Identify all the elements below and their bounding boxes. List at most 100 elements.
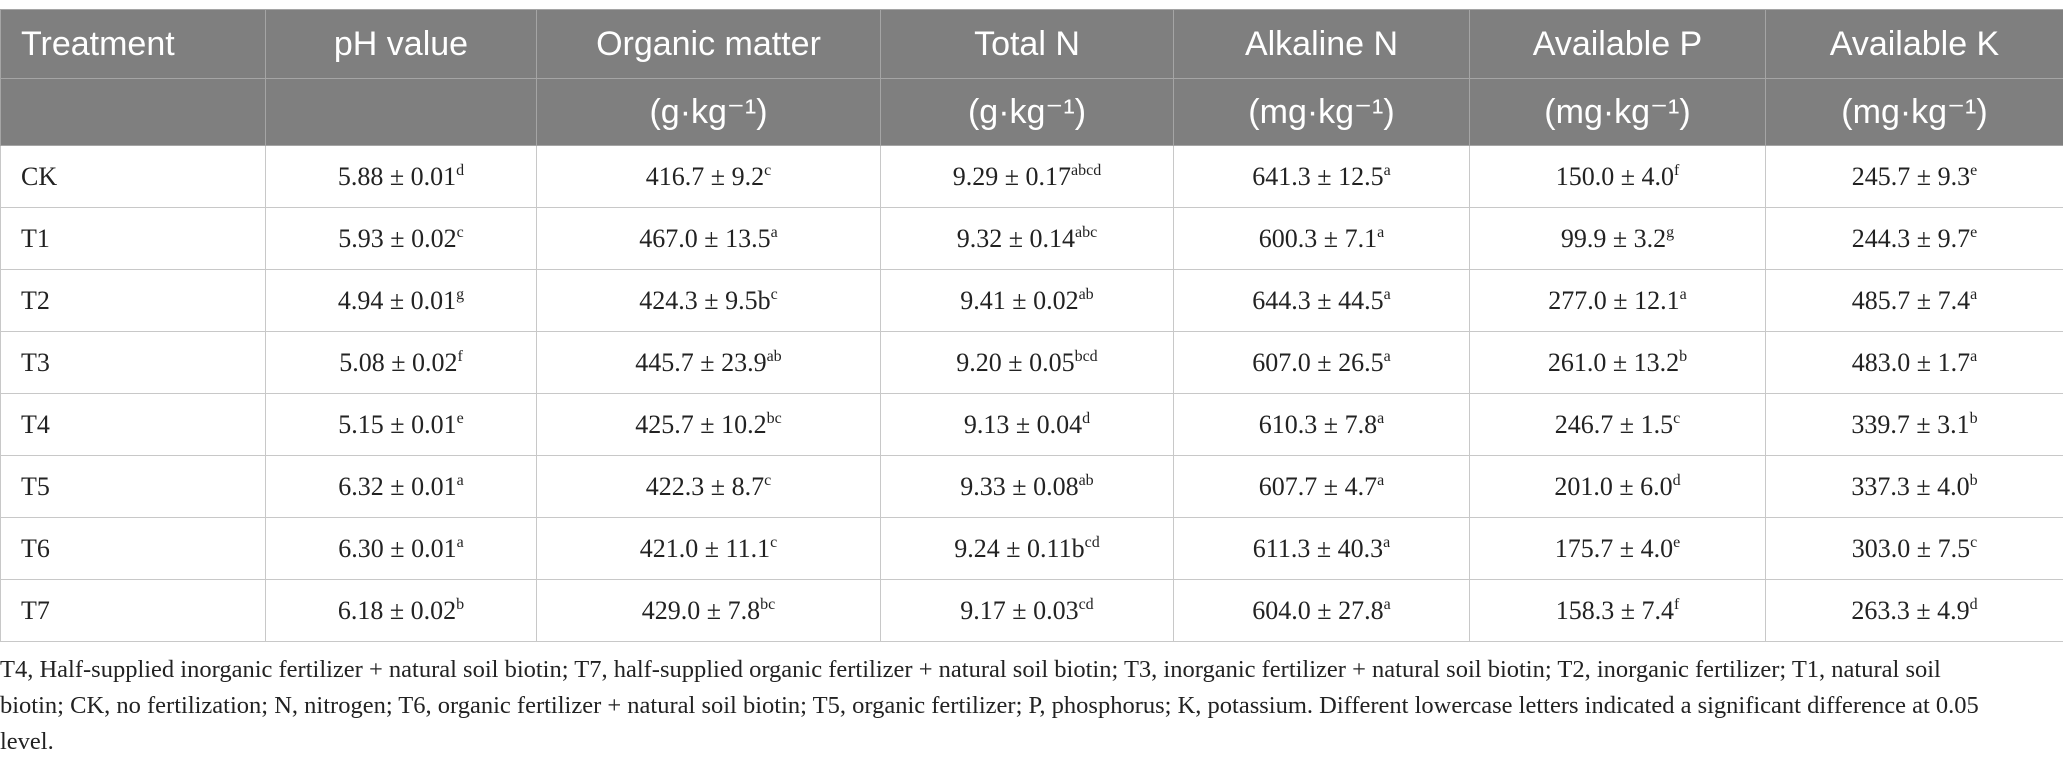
value-text: 416.7 ± 9.2 [645, 161, 765, 191]
significance-letter: a [1679, 285, 1687, 303]
value-text: 5.15 ± 0.01 [338, 409, 457, 439]
value-cell: 6.18 ± 0.02b [265, 579, 537, 642]
value-cell: 339.7 ± 3.1b [1765, 393, 2063, 456]
value-text: 445.7 ± 23.9 [635, 347, 767, 377]
significance-letter: abcd [1071, 161, 1102, 179]
value-cell: 445.7 ± 23.9ab [536, 331, 881, 394]
value-text: 604.0 ± 27.8 [1252, 595, 1384, 625]
significance-letter: e [456, 409, 464, 427]
value-text: 429.0 ± 7.8 [641, 595, 761, 625]
value-cell: 421.0 ± 11.1c [536, 517, 881, 580]
value-text: 261.0 ± 13.2 [1547, 347, 1680, 377]
significance-letter: a [1383, 347, 1391, 365]
value-text: 6.30 ± 0.01 [338, 533, 457, 563]
value-text: 277.0 ± 12.1 [1548, 285, 1680, 315]
significance-letter: a [1383, 533, 1391, 551]
value-text: 245.7 ± 9.3 [1851, 161, 1971, 191]
treatment-cell: T3 [0, 331, 266, 394]
value-cell: 245.7 ± 9.3e [1765, 145, 2063, 208]
significance-letter: a [1377, 471, 1385, 489]
significance-letter: abc [1075, 223, 1098, 241]
value-text: 467.0 ± 13.5 [639, 223, 771, 253]
value-cell: 5.15 ± 0.01e [265, 393, 537, 456]
treatment-cell: CK [0, 145, 266, 208]
value-text: 246.7 ± 1.5 [1554, 409, 1674, 439]
value-cell: 611.3 ± 40.3a [1173, 517, 1470, 580]
value-text: 303.0 ± 7.5 [1851, 533, 1971, 563]
value-cell: 6.32 ± 0.01a [265, 455, 537, 518]
value-cell: 424.3 ± 9.5bc [536, 269, 881, 332]
value-text: 611.3 ± 40.3 [1252, 533, 1384, 563]
significance-letter: cd [1084, 533, 1100, 551]
significance-letter: d [456, 161, 465, 179]
significance-letter: c [764, 471, 772, 489]
value-cell: 607.0 ± 26.5a [1173, 331, 1470, 394]
value-text: 339.7 ± 3.1 [1851, 409, 1970, 439]
header-cell: pH value [265, 9, 537, 79]
value-text: 485.7 ± 7.4 [1851, 285, 1971, 315]
significance-letter: a [1970, 285, 1978, 303]
value-text: 9.32 ± 0.14 [956, 223, 1076, 253]
table-body: CK 5.88 ± 0.01d 416.7 ± 9.2 c 9.29 ± 0.17abc… [0, 145, 2063, 642]
value-cell: 5.08 ± 0.02f [265, 331, 537, 394]
table-header: Treatment pH value Organic matter Total N Al… [0, 9, 2063, 146]
value-text: 9.20 ± 0.05 [956, 347, 1075, 377]
significance-letter: e [1970, 223, 1978, 241]
significance-letter: a [456, 533, 464, 551]
value-cell: 201.0 ± 6.0d [1469, 455, 1766, 518]
value-cell: 9.20 ± 0.05bcd [880, 331, 1174, 394]
value-text: 150.0 ± 4.0 [1555, 161, 1674, 191]
value-cell: 425.7 ± 10.2bc [536, 393, 881, 456]
significance-letter: d [1082, 409, 1091, 427]
significance-letter: bc [766, 409, 782, 427]
significance-letter: f [1673, 161, 1680, 179]
value-text: 158.3 ± 7.4 [1555, 595, 1674, 625]
significance-letter: bcd [1074, 347, 1098, 365]
value-text: 9.41 ± 0.02 [960, 285, 1079, 315]
treatment-cell: T1 [0, 207, 266, 270]
significance-letter: g [456, 285, 465, 303]
value-text: 9.33 ± 0.08 [960, 471, 1079, 501]
value-text: 6.32 ± 0.01 [338, 471, 457, 501]
significance-letter: ab [1078, 471, 1094, 489]
significance-letter: a [1383, 285, 1391, 303]
table-row: T3 5.08 ± 0.02f 445.7 ± 23.9ab 9.20 ± 0.05b… [0, 331, 2063, 394]
value-text: 9.13 ± 0.04 [963, 409, 1083, 439]
value-text: 4.94 ± 0.01 [337, 285, 457, 315]
value-cell: 607.7 ± 4.7a [1173, 455, 1470, 518]
significance-letter: b [456, 595, 465, 613]
value-cell: 5.88 ± 0.01d [265, 145, 537, 208]
significance-letter: b [1969, 409, 1978, 427]
treatment-cell: T6 [0, 517, 266, 580]
value-text: 644.3 ± 44.5 [1252, 285, 1384, 315]
value-cell: 641.3 ± 12.5a [1173, 145, 1470, 208]
treatment-cell: T2 [0, 269, 266, 332]
value-cell: 644.3 ± 44.5a [1173, 269, 1470, 332]
significance-letter: d [1969, 595, 1978, 613]
table-row: T5 6.32 ± 0.01a 422.3 ± 8.7c 9.33 ± 0.08ab 6… [0, 455, 2063, 518]
significance-letter: a [1383, 595, 1391, 613]
header-cell: Total N [880, 9, 1174, 79]
table-row: T7 6.18 ± 0.02b 429.0 ± 7.8bc 9.17 ± 0.03cd… [0, 579, 2063, 642]
value-cell: 9.41 ± 0.02ab [880, 269, 1174, 332]
value-cell: 263.3 ± 4.9d [1765, 579, 2063, 642]
header-unit-row: (g·kg⁻¹) (g·kg⁻¹) (mg·kg⁻¹) (mg·kg⁻¹) (mg·kg… [0, 78, 2063, 146]
value-cell: 337.3 ± 4.0b [1765, 455, 2063, 518]
value-cell: 9.33 ± 0.08ab [880, 455, 1174, 518]
value-text: 244.3 ± 9.7 [1851, 223, 1971, 253]
header-unit-cell: (mg·kg⁻¹) [1173, 78, 1470, 146]
value-cell: 485.7 ± 7.4a [1765, 269, 2063, 332]
table-row: T4 5.15 ± 0.01e 425.7 ± 10.2bc 9.13 ± 0.04d… [0, 393, 2063, 456]
value-cell: 9.29 ± 0.17abcd [880, 145, 1174, 208]
significance-letter: c [456, 223, 464, 241]
treatment-cell: T4 [0, 393, 266, 456]
significance-letter: c [770, 285, 778, 303]
value-text: 425.7 ± 10.2 [635, 409, 767, 439]
significance-letter: a [1377, 223, 1385, 241]
treatment-cell: T5 [0, 455, 266, 518]
significance-letter: b [1679, 347, 1688, 365]
value-cell: 4.94 ± 0.01g [265, 269, 537, 332]
header-cell: Available P [1469, 9, 1766, 79]
value-text: 201.0 ± 6.0 [1554, 471, 1673, 501]
